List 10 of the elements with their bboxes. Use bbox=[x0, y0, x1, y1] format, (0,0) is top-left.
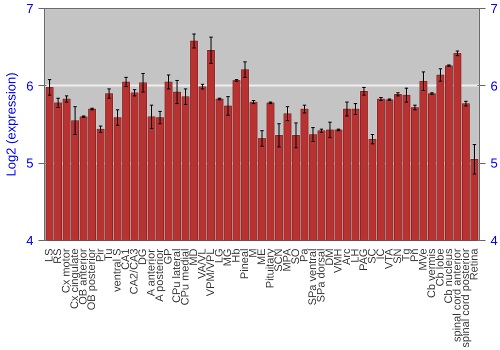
y-tick-label: 7 bbox=[26, 1, 34, 16]
y-axis-title: Log2 (expression) bbox=[3, 72, 18, 177]
y2-tick-label: 6 bbox=[490, 78, 498, 94]
y-tick-label: 5 bbox=[26, 156, 34, 171]
x-tick-label: Tg bbox=[400, 248, 412, 262]
y2-tick-label: 7 bbox=[490, 1, 498, 16]
y-tick-label: 4 bbox=[26, 233, 34, 248]
y2-tick-label: 4 bbox=[490, 233, 498, 248]
y-tick-label: 6 bbox=[26, 78, 34, 94]
y2-tick-label: 5 bbox=[490, 156, 498, 171]
